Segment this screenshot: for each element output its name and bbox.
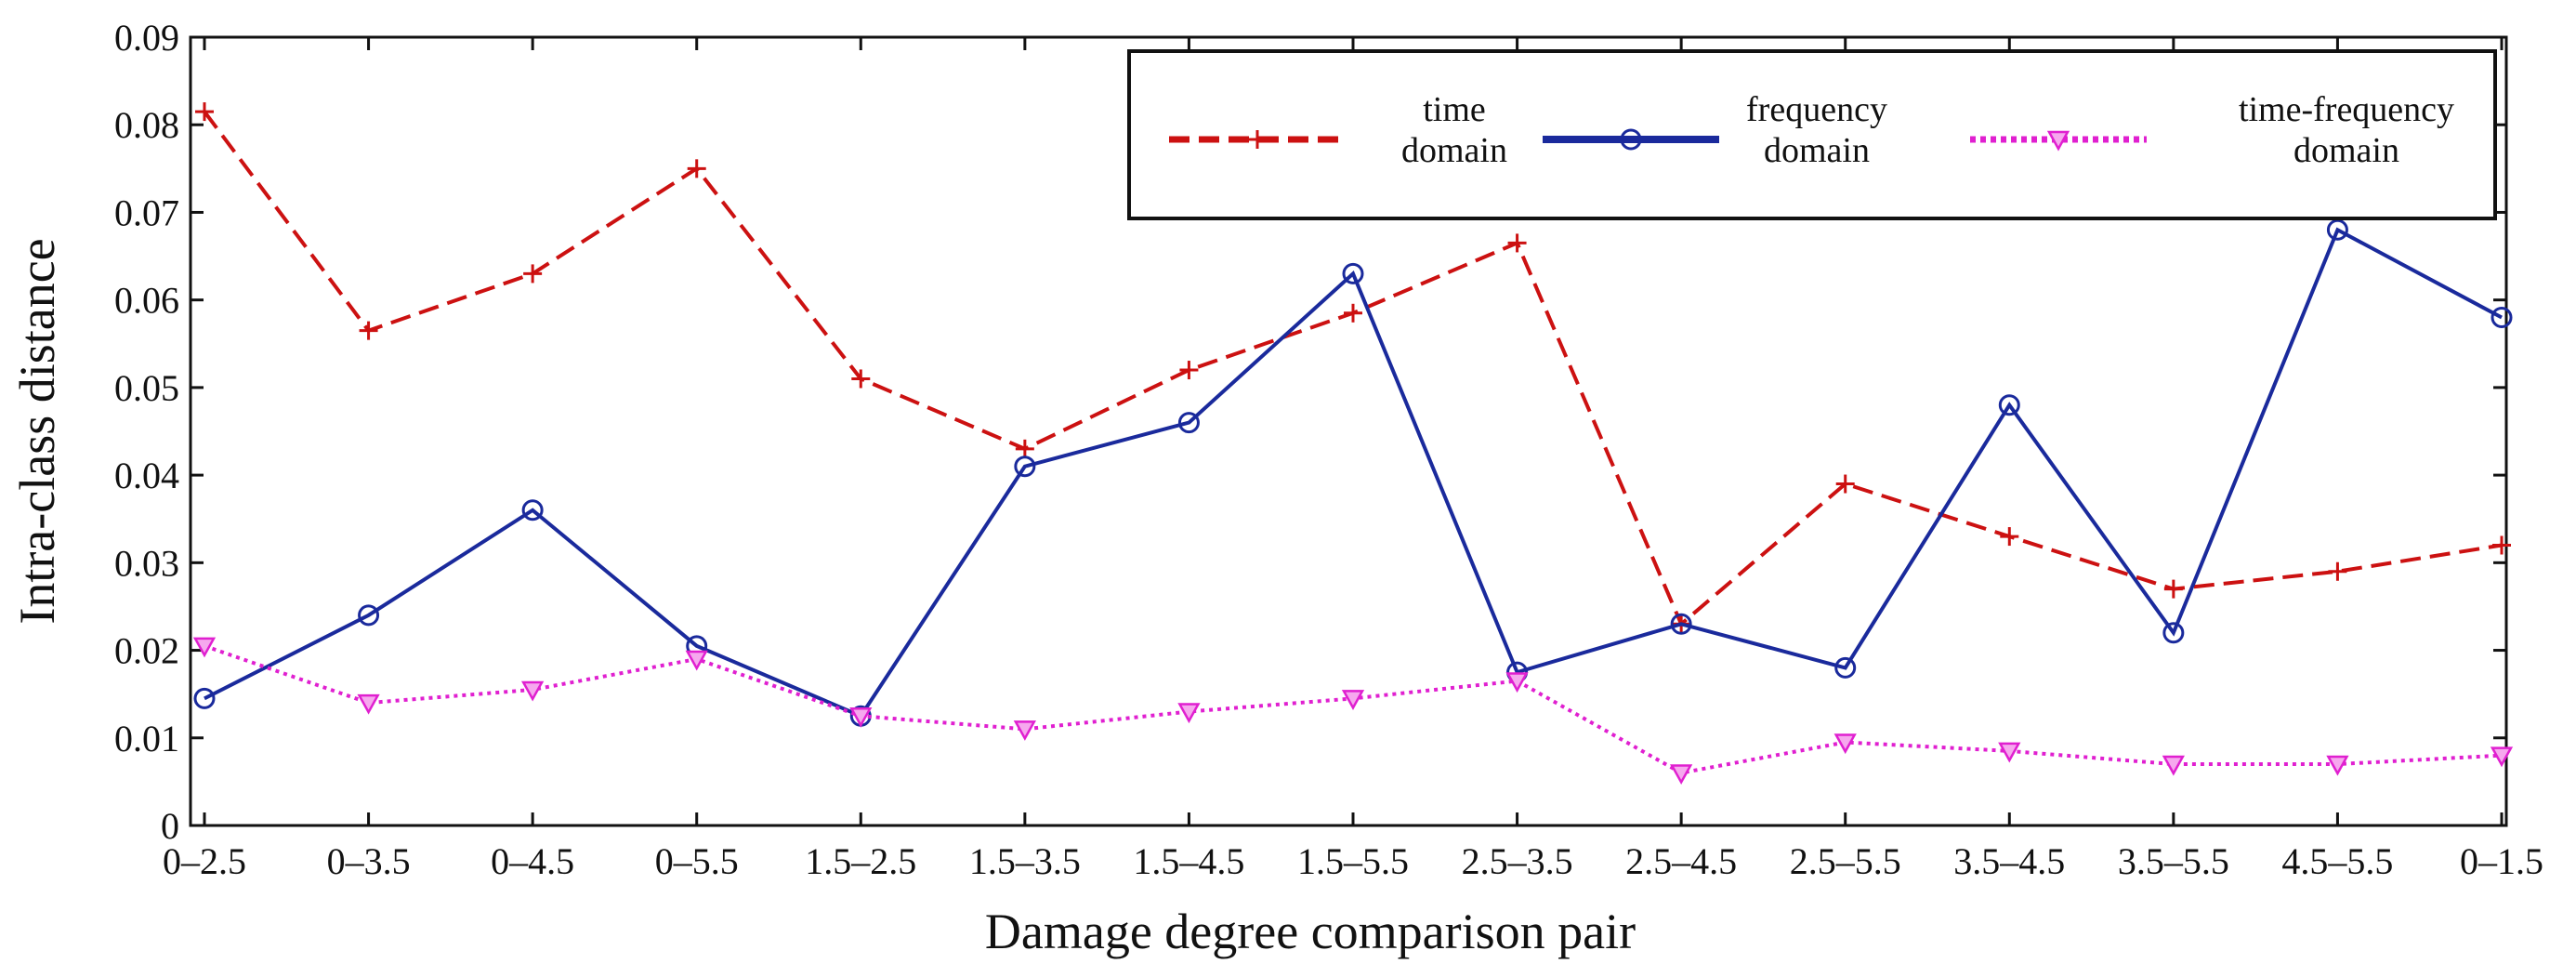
x-tick-label: 1.5–2.5	[805, 840, 916, 882]
data-point-frequency-domain	[1834, 656, 1857, 679]
x-tick-label: 0–5.5	[655, 840, 739, 882]
data-point-time-frequency-domain	[521, 680, 545, 702]
y-axis: 0 0.01 0.02 0.03 0.04 0.05 0.06 0.07 0.08 0.09	[114, 17, 2506, 847]
x-tick-label: 0–3.5	[327, 840, 411, 882]
x-tick-label: 2.5–4.5	[1625, 840, 1737, 882]
data-point-frequency-domain	[2491, 307, 2513, 329]
data-point-frequency-domain	[358, 604, 380, 627]
legend-marker-time-domain	[1248, 130, 1267, 149]
legend-label-frequency-domain: frequency	[1746, 90, 1887, 129]
data-point-frequency-domain	[193, 687, 216, 709]
data-point-time-frequency-domain	[1013, 720, 1036, 741]
y-tick-label: 0.09	[114, 17, 179, 59]
data-point-time-frequency-domain	[192, 637, 217, 658]
y-tick-label: 0.07	[114, 191, 179, 233]
data-point-time-frequency-domain	[1998, 742, 2021, 763]
legend-marker-frequency-domain	[1620, 128, 1642, 151]
y-tick-label: 0.01	[114, 718, 179, 759]
data-point-time-frequency-domain	[1177, 703, 1201, 724]
legend-label-frequency-domain: domain	[1764, 131, 1870, 170]
legend-label-time-domain: time	[1423, 90, 1486, 129]
data-point-frequency-domain	[1177, 412, 1200, 434]
data-point-time-frequency-domain	[2490, 746, 2514, 768]
data-point-time-domain	[1015, 439, 1034, 458]
x-axis-title: Damage degree comparison pair	[985, 904, 1636, 959]
data-point-time-domain	[687, 159, 706, 178]
data-point-frequency-domain	[2162, 622, 2185, 644]
data-point-time-domain	[1179, 361, 1199, 380]
data-point-time-domain	[523, 264, 543, 284]
data-point-time-domain	[1835, 474, 1855, 494]
y-tick-label: 0	[161, 805, 179, 847]
legend-label-time-domain: domain	[1401, 131, 1507, 170]
x-tick-label: 1.5–4.5	[1133, 840, 1244, 882]
data-point-time-frequency-domain	[2162, 755, 2185, 776]
data-point-time-frequency-domain	[357, 693, 380, 715]
data-point-frequency-domain	[1670, 613, 1692, 635]
data-point-frequency-domain	[1998, 394, 2020, 416]
data-point-time-frequency-domain	[1505, 672, 1529, 693]
y-axis-title: Intra-class distance	[9, 238, 65, 624]
series-line-frequency-domain	[204, 227, 2503, 719]
legend-label-time-frequency-domain: time-frequency	[2239, 90, 2454, 129]
data-point-time-domain	[2163, 579, 2183, 599]
x-tick-label: 1.5–3.5	[969, 840, 1081, 882]
x-tick-label: 0–4.5	[491, 840, 574, 882]
x-tick-label: 2.5–5.5	[1790, 840, 1901, 882]
x-tick-label: 3.5–5.5	[2118, 840, 2229, 882]
legend-box	[1127, 49, 2497, 220]
data-point-time-domain	[1344, 303, 1362, 323]
x-axis: 0–2.5 0–3.5 0–4.5 0–5.5 1.5–2.5 1.5–3.5 1.5–4.…	[163, 37, 2543, 882]
data-point-time-domain	[195, 102, 214, 122]
x-tick-label: 3.5–4.5	[1953, 840, 2065, 882]
y-tick-label: 0.08	[114, 104, 179, 146]
legend-label-time-frequency-domain: domain	[2293, 131, 2399, 170]
x-tick-label: 0–2.5	[163, 840, 246, 882]
x-tick-label: 4.5–5.5	[2281, 840, 2393, 882]
data-point-frequency-domain	[1342, 262, 1364, 284]
data-point-time-domain	[2328, 561, 2347, 581]
legend-marker-time-frequency-domain	[2046, 130, 2070, 152]
data-point-time-frequency-domain	[2326, 755, 2349, 776]
data-point-time-domain	[1507, 233, 1527, 253]
data-point-time-domain	[359, 321, 378, 340]
x-tick-label: 1.5–5.5	[1297, 840, 1409, 882]
x-tick-label: 0–1.5	[2460, 840, 2543, 882]
data-point-frequency-domain	[2326, 218, 2348, 241]
legend: timedomainfrequencydomaintime-frequencyd…	[1127, 49, 2497, 220]
y-tick-label: 0.04	[114, 455, 179, 496]
y-tick-label: 0.06	[114, 280, 179, 322]
data-point-time-frequency-domain	[849, 706, 873, 728]
y-tick-label: 0.03	[114, 542, 179, 584]
series-layer	[192, 102, 2514, 786]
data-point-time-domain	[2492, 535, 2511, 555]
data-point-frequency-domain	[1014, 455, 1036, 478]
y-tick-label: 0.02	[114, 630, 179, 672]
data-point-time-domain	[851, 369, 871, 389]
data-point-time-frequency-domain	[1833, 733, 1857, 755]
data-point-time-frequency-domain	[685, 650, 708, 671]
data-point-time-frequency-domain	[1670, 764, 1693, 786]
y-tick-label: 0.05	[114, 367, 179, 409]
x-tick-label: 2.5–3.5	[1462, 840, 1573, 882]
data-point-time-domain	[2000, 527, 2019, 547]
data-point-frequency-domain	[521, 499, 544, 522]
data-point-time-frequency-domain	[1341, 690, 1365, 710]
